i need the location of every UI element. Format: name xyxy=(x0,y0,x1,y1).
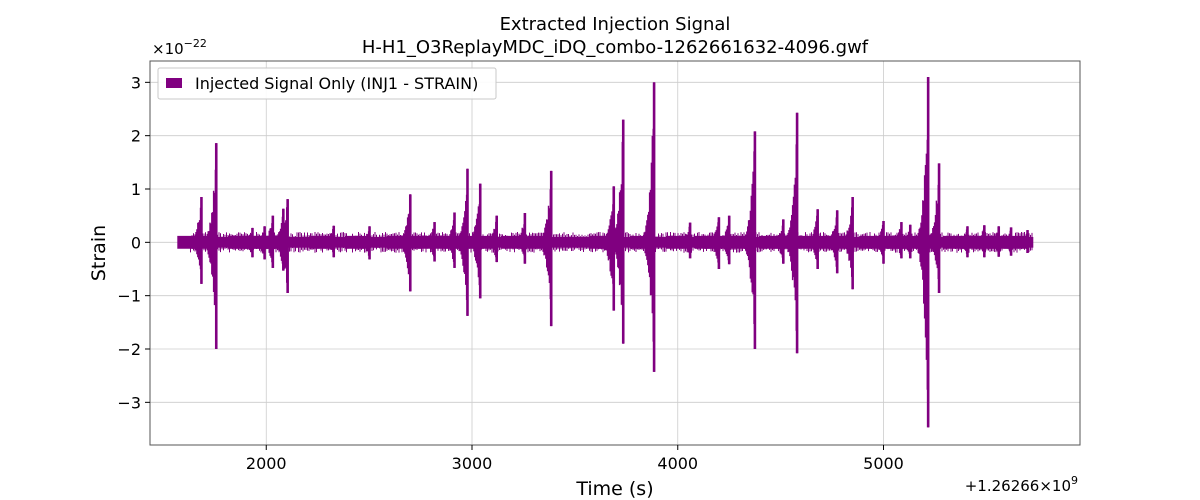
signal-burst xyxy=(192,143,217,349)
y-scale-exponent: −22 xyxy=(184,37,207,50)
signal-burst xyxy=(309,225,335,258)
y-tick-label: 0 xyxy=(131,233,141,252)
x-offset-exponent: 9 xyxy=(1071,474,1078,487)
x-axis-ticks: 2000 3000 4000 5000 xyxy=(246,445,904,473)
signal-burst xyxy=(263,199,289,293)
signal-burst xyxy=(386,194,411,292)
signal-burst xyxy=(666,222,691,259)
signal-burst xyxy=(527,170,552,327)
signal-burst xyxy=(472,215,498,263)
x-tick-label: 3000 xyxy=(452,454,493,473)
x-tick-label: 2000 xyxy=(246,454,287,473)
signal-burst xyxy=(730,131,756,349)
y-axis-label: Strain xyxy=(88,225,110,281)
legend-label: Injected Signal Only (INJ1 - STRAIN) xyxy=(195,74,478,93)
signal-burst xyxy=(705,215,730,265)
signal-burst xyxy=(915,163,940,293)
plot-frame xyxy=(149,60,1081,446)
signal-burst xyxy=(345,226,371,260)
x-tick-label: 5000 xyxy=(863,454,904,473)
y-tick-label: −1 xyxy=(117,287,141,306)
y-tick-label: −3 xyxy=(117,393,141,412)
signal-burst xyxy=(1003,230,1029,253)
signal-burst xyxy=(500,213,526,264)
x-axis-label: Time (s) xyxy=(575,478,653,500)
legend: Injected Signal Only (INJ1 - STRAIN) xyxy=(157,67,497,100)
y-tick-label: 2 xyxy=(131,127,141,146)
legend-swatch xyxy=(166,78,182,88)
signal-burst xyxy=(630,82,655,372)
y-tick-label: 1 xyxy=(131,180,141,199)
y-axis-ticks: −3 −2 −1 0 1 2 3 xyxy=(117,73,150,412)
y-tick-label: 3 xyxy=(131,73,141,92)
signal-trace xyxy=(177,77,1034,428)
signal-burst xyxy=(828,197,854,290)
x-tick-label: 4000 xyxy=(657,454,698,473)
signal-burst xyxy=(599,119,624,344)
chart-subtitle: H-H1_O3ReplayMDC_iDQ_combo-1262661632-40… xyxy=(362,37,869,58)
legend-box xyxy=(157,67,497,100)
x-offset-label: +1.26266×109 xyxy=(965,474,1078,495)
y-tick-label: −2 xyxy=(117,340,141,359)
y-scale-multiplier: ×10−22 xyxy=(152,37,207,58)
chart-title: Extracted Injection Signal xyxy=(500,14,731,35)
